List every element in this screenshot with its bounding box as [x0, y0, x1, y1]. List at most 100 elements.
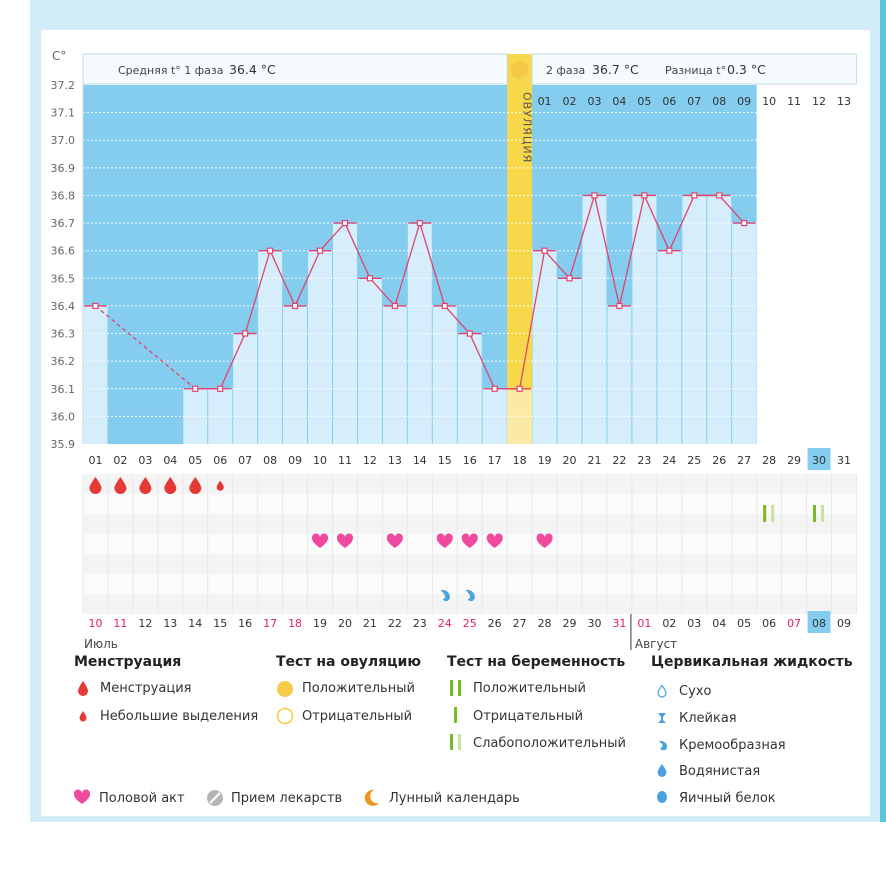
calendar-date-label: 19: [313, 617, 327, 630]
phase2-value: 36.7 °C: [592, 62, 639, 77]
legend-dry: Сухо: [679, 684, 712, 699]
phase2-day-label: 04: [612, 95, 626, 108]
temperature-bar: [457, 333, 482, 444]
legend-title-menstruation: Менструация: [74, 654, 182, 670]
menstruation-marker: [139, 477, 152, 494]
temperature-point: [416, 219, 423, 227]
cycle-day-label: 10: [313, 454, 327, 467]
legend-title-ovulation-test: Тест на овуляцию: [276, 654, 421, 670]
sticky-icon: [658, 713, 666, 723]
calendar-date-label: 16: [238, 617, 252, 630]
y-unit-label: C°: [52, 49, 66, 63]
temperature-segment: [319, 222, 346, 252]
temperature-segment: [643, 195, 670, 251]
temperature-bar: [308, 250, 332, 444]
cycle-day-label: 24: [662, 454, 676, 467]
intercourse-marker: [536, 533, 553, 548]
temperature-segment: [269, 250, 296, 307]
cycle-day-label: 12: [363, 454, 377, 467]
phase2-day-label: 02: [563, 95, 577, 108]
temperature-segment: [294, 250, 321, 307]
y-tick-label: 36.2: [51, 355, 76, 368]
marker-row: [83, 474, 857, 494]
legend-creamy: Кремообразная: [679, 738, 786, 753]
phase2-day-label: 11: [787, 95, 801, 108]
cycle-day-label: 29: [787, 454, 801, 467]
temperature-segment: [244, 250, 271, 334]
legend-ovulation-negative: Отрицательный: [302, 709, 413, 724]
temperature-point: [516, 385, 523, 392]
temperature-point: [541, 247, 548, 254]
temperature-segment: [568, 195, 596, 279]
cycle-day-label: 26: [712, 454, 726, 467]
temperature-segment: [369, 277, 396, 307]
y-tick-label: 36.8: [51, 189, 76, 202]
y-tick-label: 37.1: [51, 107, 76, 120]
cycle-day-label: 15: [438, 454, 452, 467]
temperature-segment: [593, 195, 621, 307]
cycle-day-label: 09: [288, 454, 302, 467]
ovulation-band-lower: [507, 390, 533, 444]
cycle-day-label: 22: [612, 454, 626, 467]
legend-watery: Водянистая: [679, 764, 761, 779]
calendar-date-label: 02: [662, 617, 676, 630]
temperature-segment: [544, 250, 571, 279]
cycle-day-label: 05: [188, 454, 202, 467]
cycle-day-label: 19: [538, 454, 552, 467]
cycle-day-label: 08: [263, 454, 277, 467]
temperature-point: [441, 302, 448, 310]
legend-lunar-calendar: Лунный календарь: [389, 791, 520, 806]
temperature-point: [217, 385, 224, 392]
intercourse-heart-icon: [73, 789, 91, 804]
ovulation-label: ОВУЛЯЦИЯ: [521, 92, 534, 163]
temperature-point: [616, 302, 623, 310]
temperature-bar: [382, 305, 407, 444]
legend-pregnancy-positive: Положительный: [473, 681, 586, 696]
calendar-date-label: 31: [612, 617, 626, 630]
temperature-point: [741, 219, 748, 227]
diff-label: Разница t°: [665, 64, 726, 77]
calendar-date-label: 27: [513, 617, 527, 630]
phase2-day-label: 06: [662, 95, 676, 108]
cycle-day-label: 14: [413, 454, 427, 467]
calendar-date-label: 15: [213, 617, 227, 630]
temperature-segment: [419, 222, 446, 307]
pregnancy-positive-icon: [450, 680, 461, 696]
y-tick-label: 36.0: [51, 410, 76, 423]
y-tick-label: 36.7: [51, 217, 76, 230]
legend-ovulation-positive: Положительный: [302, 681, 415, 696]
temperature-bar: [582, 195, 607, 444]
menstruation-marker: [89, 477, 102, 494]
calendar-date-label: 12: [138, 617, 152, 630]
temperature-segment: [444, 305, 471, 334]
phase2-label: 2 фаза: [546, 64, 585, 77]
cycle-day-label: 17: [488, 454, 502, 467]
phase2-day-label: 10: [762, 95, 776, 108]
calendar-date-label: 09: [837, 617, 851, 630]
calendar-date-label: 24: [438, 617, 452, 630]
temperature-point: [666, 247, 673, 254]
cycle-day-label: 18: [513, 454, 527, 467]
calendar-date-label: 06: [762, 617, 776, 630]
calendar-date-label: 10: [88, 617, 102, 630]
y-tick-label: 37.0: [51, 134, 76, 147]
cycle-day-label: 31: [837, 454, 851, 467]
today-cycle-day-highlight: [807, 448, 831, 470]
temperature-bar: [432, 305, 457, 444]
legend-pregnancy-weak-positive: Слабоположительный: [473, 736, 626, 751]
ovulation-negative-icon: [276, 707, 294, 725]
legend-sticky: Клейкая: [679, 711, 737, 726]
cycle-day-label: 01: [88, 454, 102, 467]
ovulation-positive-marker: [510, 61, 529, 79]
cycle-day-label: 25: [687, 454, 701, 467]
cycle-day-label: 20: [563, 454, 577, 467]
calendar-date-label: 11: [113, 617, 127, 630]
cycle-day-label: 03: [138, 454, 152, 467]
legend-medication: Прием лекарств: [231, 791, 343, 806]
temperature-point: [316, 247, 324, 254]
pregnancy-test-marker: [763, 505, 767, 522]
temperature-point: [291, 302, 299, 310]
temperature-bar: [607, 305, 632, 444]
temperature-point: [491, 385, 498, 392]
temperature-segment: [469, 333, 496, 390]
